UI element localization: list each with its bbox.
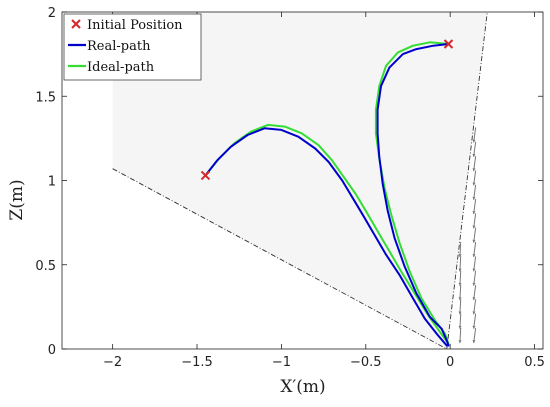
field-arrow-head [472,311,476,315]
field-arrow-head [472,254,476,258]
y-tick-label: 1.5 [35,90,56,105]
boundary-line-right [446,12,488,349]
y-tick-label: 0 [48,343,56,358]
legend-marker-initial-position [71,19,81,29]
field-arrow-head [458,268,462,272]
legend-label: Initial Position [87,18,183,33]
field-arrow-head [472,139,476,143]
x-axis-label: X′(m) [280,377,325,397]
field-arrow-head [458,297,462,301]
real-path-line [376,43,450,347]
series-group [204,41,450,347]
field-arrow-head [472,168,476,172]
field-arrow-head [472,268,476,272]
initial-position-marker-stroke [200,170,211,181]
real-path-line [204,127,448,347]
field-arrow-head [472,211,476,215]
plot-area: −2 −1.5 −1 −0.5 0 0.5 0 0.5 1 1.5 2 [35,6,545,370]
field-arrow-head [472,282,476,286]
x-tick-label: −1.5 [181,355,213,370]
field-arrow-head [458,340,462,344]
ideal-path-line [204,123,450,345]
initial-position-marker [443,39,454,49]
field-arrow-head [458,254,462,258]
y-axis-label: Z(m) [7,179,27,220]
y-tick-label: 1 [48,175,56,190]
y-tick-label: 0.5 [35,259,56,274]
legend-box [63,13,202,81]
field-arrow-head [472,182,476,186]
initial-position-marker-stroke [443,39,454,49]
field-arrow-head [458,325,462,329]
field-arrow-head [472,225,476,229]
field-arrow-head [472,196,476,200]
field-arrow-head [472,340,476,344]
field-arrow-head [458,282,462,286]
field-arrow-head [472,153,476,157]
legend-label: Real-path [87,39,151,54]
initial-position-marker [200,170,211,181]
x-tick-label: −0.5 [350,355,382,370]
field-arrow-head [472,297,476,301]
field-arrow-head [472,239,476,243]
x-tick-label: −2 [103,355,122,370]
y-tick-label: 2 [48,6,56,21]
x-tick-label: −1 [272,355,291,370]
boundary-line-left [112,168,448,349]
legend-label: Ideal-path [87,60,155,75]
legend: Initial Position Real-path Ideal-path [63,13,202,81]
x-tick-label: 0.5 [524,355,545,370]
x-tick-label: 0 [446,355,454,370]
field-arrow-head [472,325,476,329]
field-arrow-head [458,311,462,315]
